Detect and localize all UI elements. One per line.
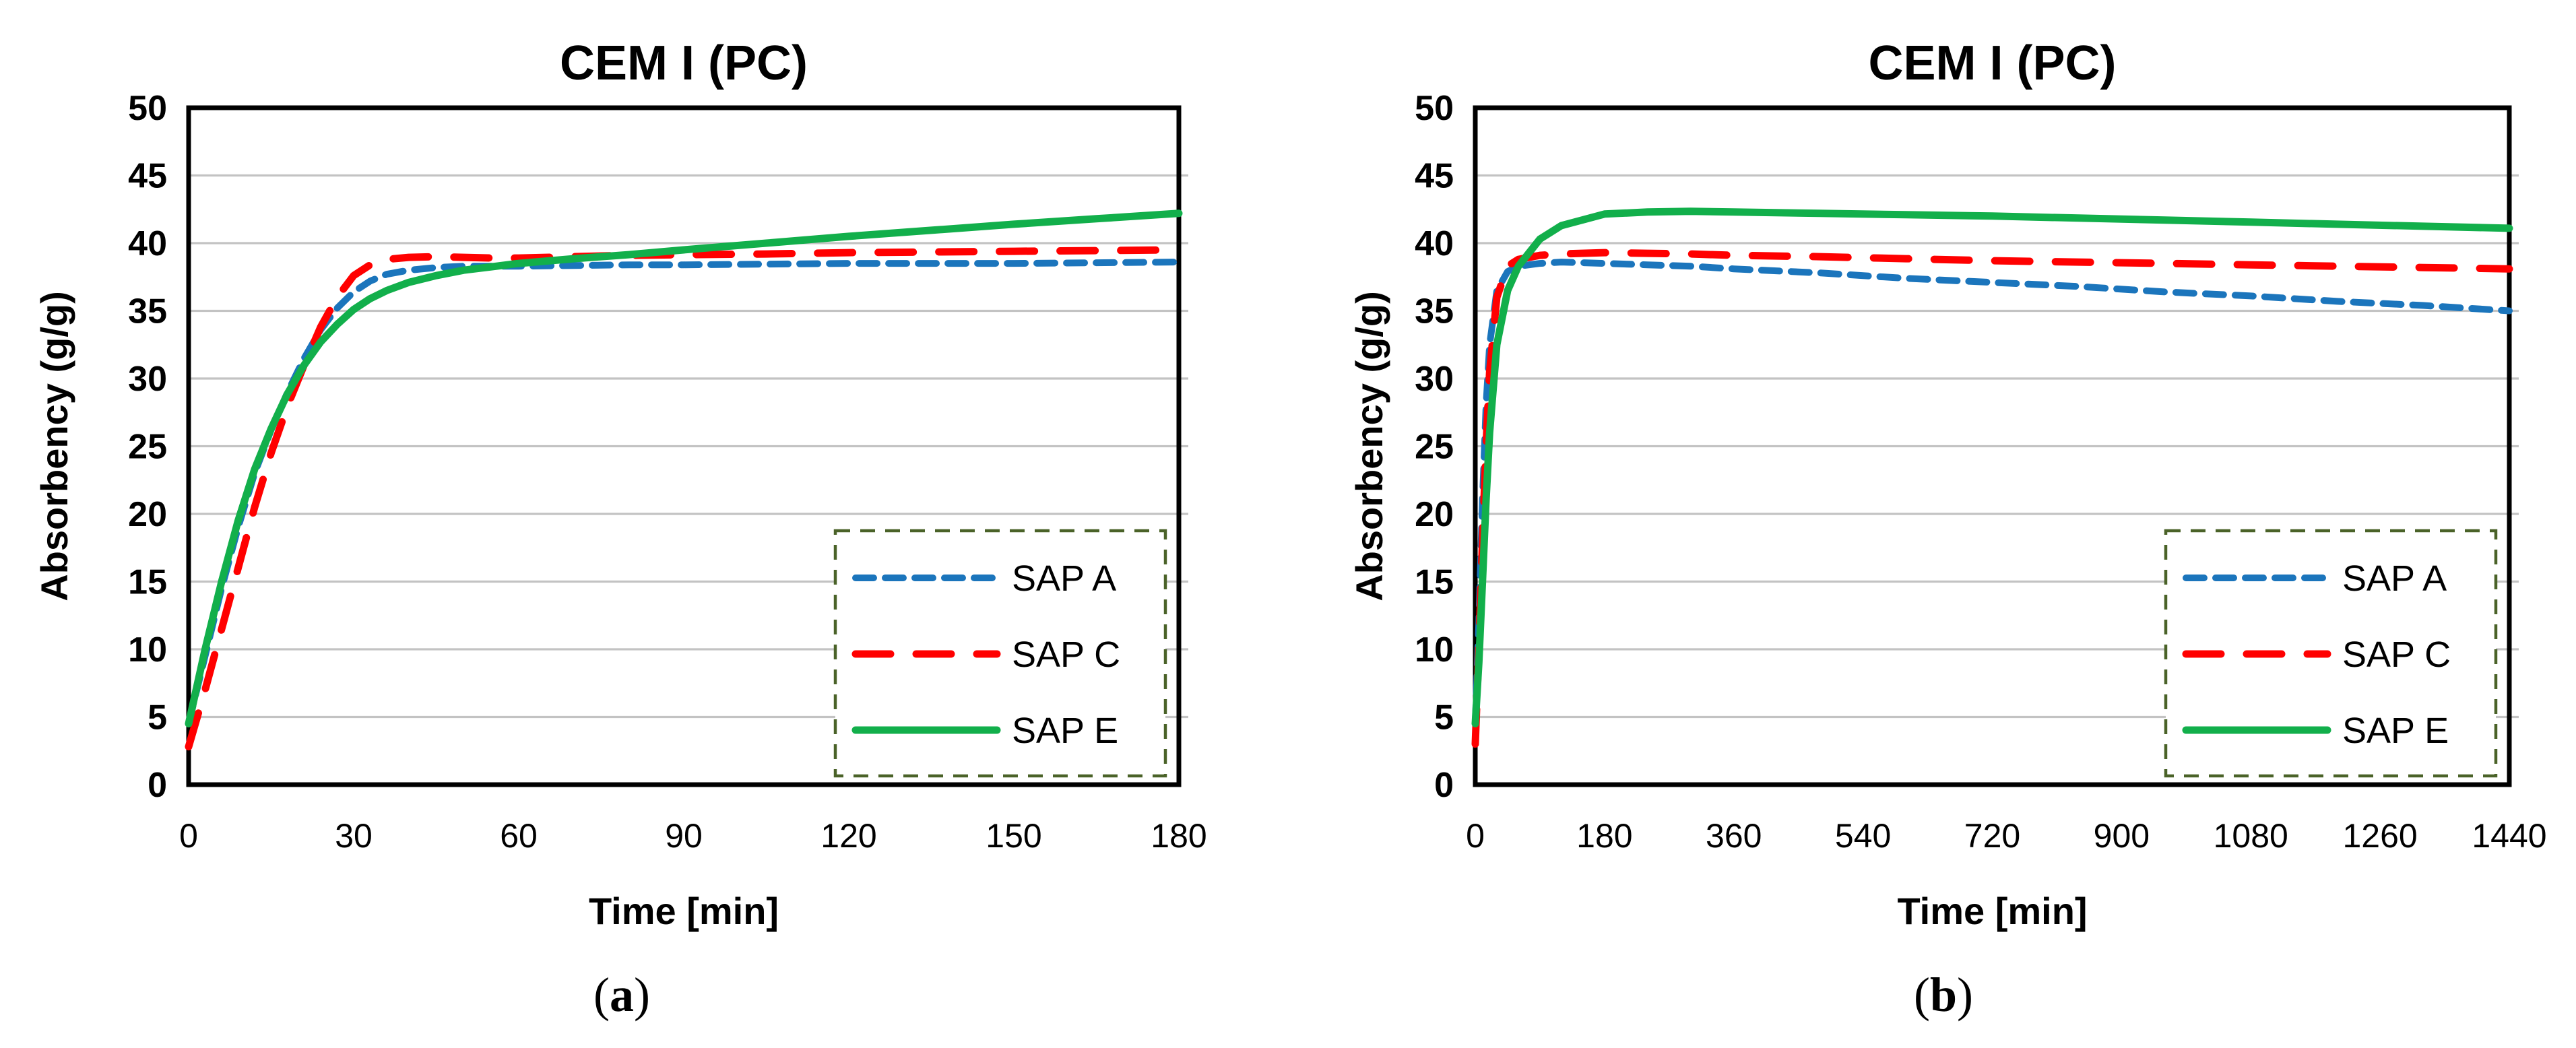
x-axis-label: Time [min] [1897,890,2087,932]
y-tick-label-45: 45 [1415,157,1454,196]
y-tick-label-50: 50 [1415,89,1454,128]
x-tick-label-120: 120 [820,817,876,855]
series-sap-c [1471,249,2513,748]
x-axis-label: Time [min] [589,890,779,932]
y-axis-label: Absorbency (g/g) [1348,291,1390,601]
legend-label-sap-e: SAP E [1012,711,1118,751]
y-tick-label-0: 0 [148,766,167,805]
caption-a-close-paren: ) [634,968,650,1022]
x-tick-label-0: 0 [179,817,198,855]
x-tick-label-90: 90 [665,817,703,855]
plot-border [186,105,1182,787]
y-tick-label-15: 15 [1415,563,1454,602]
plot-border [1473,105,2512,787]
y-tick-label-50: 50 [128,89,167,128]
caption-b: (b) [1914,967,1973,1023]
y-tick-label-40: 40 [1415,224,1454,263]
y-tick-label-30: 30 [1415,360,1454,399]
y-tick-label-35: 35 [1415,292,1454,331]
y-tick-label-25: 25 [1415,428,1454,467]
panel-a: 0 5 10 15 20 25 30 35 40 45 50 0 30 60 90 120 150 180 CEM … [33,36,1207,1023]
caption-b-close-paren: ) [1957,968,1974,1022]
x-tick-label-180: 180 [1576,817,1632,855]
series-sap-e [1471,207,2513,727]
y-tick-label-20: 20 [1415,495,1454,534]
y-tick-label-10: 10 [1415,630,1454,669]
y-tick-label-40: 40 [128,224,167,263]
x-tick-label-150: 150 [986,817,1041,855]
legend-label-sap-c: SAP C [2342,634,2451,675]
caption-a: (a) [593,967,650,1023]
legend-label-sap-a: SAP A [1012,558,1116,599]
x-tick-label-540: 540 [1835,817,1891,855]
chart-b: 0 5 10 15 20 25 30 35 40 45 50 0 180 360 540 720 900 1080… [1348,36,2547,932]
x-tick-label-900: 900 [2094,817,2150,855]
x-tick-label-1260: 1260 [2343,817,2418,855]
x-tick-label-360: 360 [1706,817,1762,855]
x-tick-label-60: 60 [500,817,538,855]
legend-label-sap-c: SAP C [1012,634,1120,675]
y-tick-label-35: 35 [128,292,167,331]
panel-b: 0 5 10 15 20 25 30 35 40 45 50 0 180 360 540 720 900 1080… [1288,0,2576,1048]
y-tick-label-5: 5 [1434,698,1454,738]
caption-b-letter: b [1929,968,1958,1022]
x-tick-label-1080: 1080 [2214,817,2288,855]
series-sap-c [185,246,1183,751]
x-tick-label-1440: 1440 [2472,817,2546,855]
y-tick-label-10: 10 [128,630,167,669]
y-tick-label-0: 0 [1434,766,1454,805]
x-tick-label-180: 180 [1151,817,1206,855]
caption-a-letter: a [610,968,634,1022]
y-tick-label-25: 25 [128,428,167,467]
y-tick-label-5: 5 [148,698,167,738]
x-tick-label-0: 0 [1466,817,1485,855]
chart-a: 0 5 10 15 20 25 30 35 40 45 50 0 30 60 90 120 150 180 CEM … [33,36,1207,932]
y-tick-label-20: 20 [128,495,167,534]
y-axis-label: Absorbency (g/g) [33,291,75,601]
x-tick-label-30: 30 [335,817,373,855]
chart-title: CEM I (PC) [560,36,808,90]
y-tick-label-45: 45 [128,157,167,196]
caption-a-open-paren: ( [593,968,610,1022]
y-tick-label-15: 15 [128,563,167,602]
y-tick-label-30: 30 [128,360,167,399]
chart-title: CEM I (PC) [1869,36,2117,90]
legend-label-sap-e: SAP E [2342,711,2449,751]
x-tick-label-720: 720 [1964,817,2020,855]
series-sap-e [185,209,1183,727]
legend-label-sap-a: SAP A [2342,558,2447,599]
caption-b-open-paren: ( [1913,968,1930,1022]
